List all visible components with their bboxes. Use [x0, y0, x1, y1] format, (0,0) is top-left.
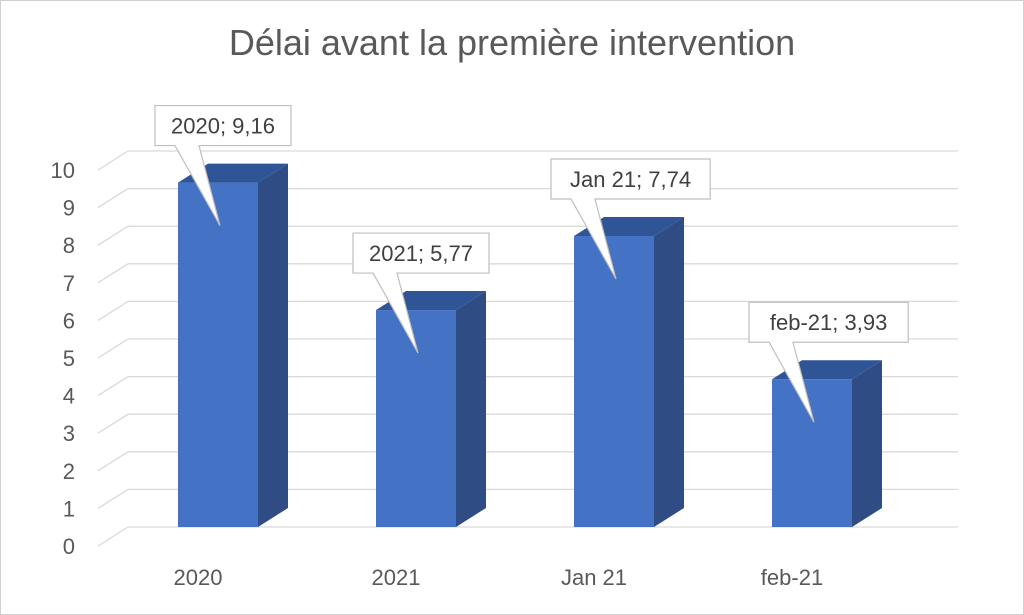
- gridline-slant: [97, 338, 129, 359]
- bar: [376, 310, 456, 527]
- y-tick-label: 1: [63, 496, 75, 521]
- x-tick-label: feb-21: [761, 565, 823, 590]
- chart-title: Délai avant la première intervention: [228, 22, 796, 63]
- bar-side: [654, 216, 684, 527]
- data-label: feb-21; 3,93: [770, 310, 887, 335]
- gridline-slant: [97, 526, 129, 547]
- bar: [574, 235, 654, 527]
- gridline-slant: [97, 263, 129, 284]
- data-label: 2020; 9,16: [171, 114, 275, 139]
- y-tick-label: 5: [63, 346, 75, 371]
- data-label-callout: [352, 232, 490, 354]
- y-tick-label: 2: [63, 459, 75, 484]
- gridline-slant: [97, 488, 129, 509]
- gridline-slant: [97, 225, 129, 246]
- bar-side: [456, 291, 486, 527]
- x-tick-label: 2021: [372, 565, 421, 590]
- data-label: Jan 21; 7,74: [570, 167, 691, 192]
- gridline-slant: [97, 150, 129, 171]
- data-label-callout: [748, 301, 909, 423]
- y-tick-label: 6: [63, 308, 75, 333]
- y-tick-label: 9: [63, 196, 75, 221]
- y-tick-label: 0: [63, 534, 75, 559]
- bar: [772, 379, 852, 527]
- data-label: 2021; 5,77: [369, 241, 473, 266]
- y-tick-label: 3: [63, 421, 75, 446]
- data-label-callout: [154, 104, 292, 226]
- gridline-slant: [97, 300, 129, 321]
- gridline-slant: [97, 413, 129, 434]
- x-tick-label: 2020: [174, 565, 223, 590]
- gridline-slant: [97, 376, 129, 397]
- bar-side: [852, 360, 882, 527]
- data-label-callout: [550, 158, 711, 280]
- gridline-slant: [97, 451, 129, 472]
- x-tick-label: Jan 21: [561, 565, 627, 590]
- y-tick-label: 8: [63, 233, 75, 258]
- y-tick-label: 7: [63, 271, 75, 296]
- bar-side: [258, 163, 288, 528]
- gridline-slant: [97, 188, 129, 209]
- bar: [178, 182, 258, 528]
- y-tick-label: 4: [63, 384, 75, 409]
- y-tick-label: 10: [51, 158, 75, 183]
